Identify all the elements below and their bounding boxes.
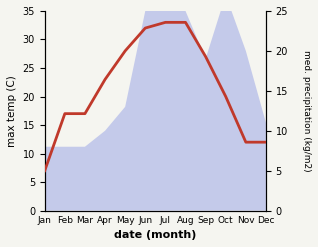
Y-axis label: med. precipitation (kg/m2): med. precipitation (kg/m2) (302, 50, 311, 172)
X-axis label: date (month): date (month) (114, 230, 197, 240)
Y-axis label: max temp (C): max temp (C) (7, 75, 17, 147)
